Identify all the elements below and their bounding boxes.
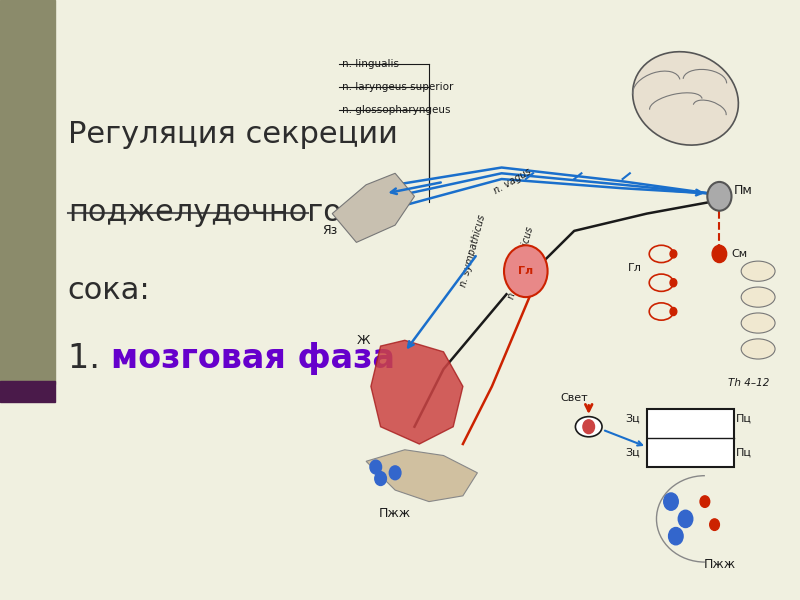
Text: 1.: 1. [68, 342, 110, 375]
Text: Пц: Пц [736, 448, 752, 458]
Ellipse shape [633, 52, 738, 145]
Circle shape [670, 307, 677, 316]
Text: Гл: Гл [627, 263, 642, 274]
Ellipse shape [741, 339, 775, 359]
Circle shape [707, 182, 731, 211]
Text: Свет: Свет [560, 393, 588, 403]
Text: Пм: Пм [734, 184, 753, 197]
Ellipse shape [741, 287, 775, 307]
Text: Пжж: Пжж [703, 559, 735, 571]
Circle shape [670, 278, 677, 287]
Ellipse shape [741, 313, 775, 333]
Circle shape [390, 466, 401, 480]
Text: Зц: Зц [625, 448, 640, 458]
Text: n. sympathicus: n. sympathicus [458, 214, 487, 289]
Bar [0, 0, 55, 384]
Text: Пц: Пц [736, 413, 752, 423]
Text: Th 4–12: Th 4–12 [728, 378, 769, 388]
Circle shape [374, 472, 386, 485]
Text: n. lingualis: n. lingualis [342, 59, 399, 69]
Circle shape [664, 493, 678, 510]
Text: Яз: Яз [322, 224, 338, 238]
Text: n. vagus: n. vagus [492, 167, 533, 196]
Text: Пжж: Пжж [379, 506, 411, 520]
Text: Гл: Гл [518, 266, 534, 276]
Text: n. glossopharyngeus: n. glossopharyngeus [342, 105, 450, 115]
Circle shape [670, 250, 677, 258]
Bar [647, 409, 734, 467]
Text: n. laryngeus superior: n. laryngeus superior [342, 82, 454, 92]
Polygon shape [366, 450, 478, 502]
Text: сока:: сока: [68, 276, 150, 305]
Circle shape [583, 420, 594, 434]
Polygon shape [371, 340, 463, 444]
Circle shape [678, 510, 693, 527]
Circle shape [370, 460, 382, 474]
Text: n. sympathicus: n. sympathicus [506, 226, 535, 300]
Text: мозговая фаза: мозговая фаза [111, 342, 395, 375]
Ellipse shape [575, 416, 602, 437]
Text: Ж: Ж [357, 334, 370, 347]
Text: См: См [731, 249, 748, 259]
Circle shape [669, 527, 683, 545]
Ellipse shape [741, 261, 775, 281]
Text: поджелудочного: поджелудочного [68, 198, 342, 227]
Circle shape [712, 245, 726, 263]
Circle shape [504, 245, 547, 297]
Polygon shape [332, 173, 414, 242]
Text: Зц: Зц [625, 413, 640, 423]
Bar [0, 381, 55, 402]
Circle shape [710, 519, 719, 530]
Circle shape [700, 496, 710, 508]
Text: Регуляция секреции: Регуляция секреции [68, 120, 398, 149]
